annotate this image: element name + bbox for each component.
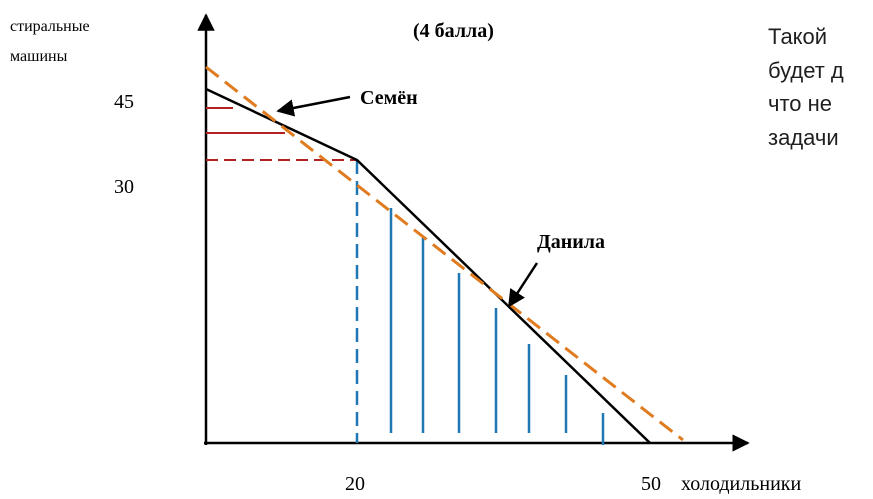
- points-label: (4 балла): [413, 20, 494, 42]
- x-tick-50: 50: [641, 473, 661, 495]
- y-tick-30: 30: [114, 176, 134, 198]
- joint-ppf-line: [205, 87, 651, 444]
- side-text-line: задачи: [768, 124, 839, 150]
- side-text-line: что не: [768, 91, 833, 116]
- orange-dashed-line: [205, 65, 684, 442]
- side-text-line: будет д: [768, 57, 844, 83]
- y-tick-45: 45: [114, 91, 134, 113]
- y-axis-label-line1: стиральные: [10, 18, 90, 35]
- side-text: Такой будет д что не задачи: [768, 20, 844, 154]
- y-axis-label-line2: машины: [10, 48, 68, 65]
- danila-label: Данила: [537, 231, 606, 253]
- x-tick-20: 20: [345, 473, 365, 495]
- x-axis-label: холодильники: [681, 473, 802, 495]
- semyon-arrow: [276, 95, 351, 117]
- blue-hatching: [389, 208, 605, 445]
- danila-arrow: [507, 262, 539, 308]
- semyon-label: Семён: [360, 87, 418, 109]
- side-text-line: Такой: [768, 24, 828, 49]
